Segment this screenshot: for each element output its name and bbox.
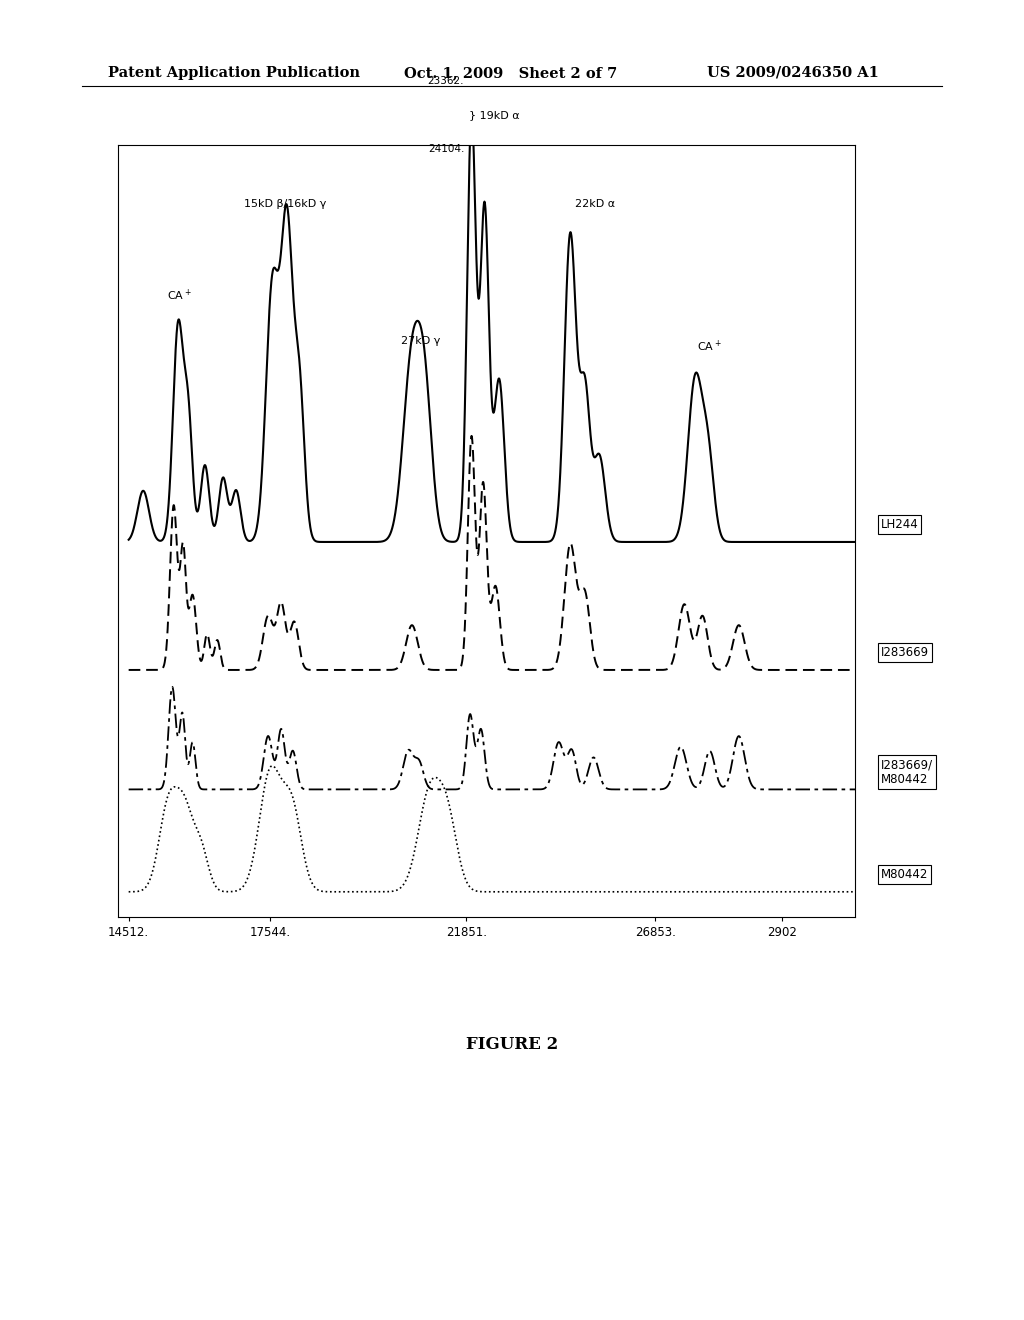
Text: I283669: I283669 [881,647,929,660]
Text: } 19kD α: } 19kD α [469,111,519,120]
Text: 15kD β/16kD γ: 15kD β/16kD γ [244,199,326,209]
Text: 24104.: 24104. [428,144,464,154]
Text: 27kD γ: 27kD γ [401,335,440,346]
Text: I283669/
M80442: I283669/ M80442 [881,759,933,787]
Text: Oct. 1, 2009   Sheet 2 of 7: Oct. 1, 2009 Sheet 2 of 7 [404,66,617,81]
Text: M80442: M80442 [881,869,928,882]
Text: FIGURE 2: FIGURE 2 [466,1036,558,1053]
Text: US 2009/0246350 A1: US 2009/0246350 A1 [707,66,879,81]
Text: 22kD α: 22kD α [575,199,615,209]
Text: Patent Application Publication: Patent Application Publication [108,66,359,81]
Text: CA$^+$: CA$^+$ [167,288,191,304]
Text: CA$^+$: CA$^+$ [696,339,721,354]
Text: LH244: LH244 [881,519,919,532]
Text: 23362.: 23362. [428,77,464,86]
